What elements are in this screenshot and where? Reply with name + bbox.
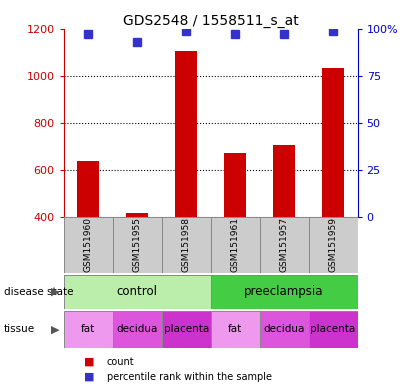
Bar	[126, 214, 148, 217]
Text: GSM151959: GSM151959	[328, 217, 337, 272]
FancyBboxPatch shape	[64, 311, 113, 348]
Text: ▶: ▶	[51, 324, 60, 334]
FancyBboxPatch shape	[64, 217, 113, 273]
FancyBboxPatch shape	[211, 217, 260, 273]
Bar	[322, 68, 344, 217]
FancyBboxPatch shape	[309, 311, 358, 348]
Text: ■: ■	[84, 372, 95, 382]
Text: preeclampsia: preeclampsia	[245, 285, 324, 298]
FancyBboxPatch shape	[260, 311, 309, 348]
Text: GSM151957: GSM151957	[279, 217, 289, 272]
FancyBboxPatch shape	[113, 311, 162, 348]
FancyBboxPatch shape	[210, 275, 358, 309]
Bar	[224, 154, 246, 217]
Text: GSM151960: GSM151960	[84, 217, 93, 272]
Text: decidua: decidua	[116, 324, 158, 334]
Text: placenta: placenta	[310, 324, 356, 334]
Text: GSM151961: GSM151961	[231, 217, 240, 272]
Text: decidua: decidua	[263, 324, 305, 334]
FancyBboxPatch shape	[260, 217, 309, 273]
FancyBboxPatch shape	[162, 311, 210, 348]
FancyBboxPatch shape	[309, 217, 358, 273]
FancyBboxPatch shape	[64, 275, 210, 309]
Text: disease state: disease state	[4, 287, 74, 297]
Title: GDS2548 / 1558511_s_at: GDS2548 / 1558511_s_at	[123, 14, 298, 28]
Bar	[175, 51, 197, 217]
Text: control: control	[117, 285, 158, 298]
Text: fat: fat	[228, 324, 242, 334]
Text: percentile rank within the sample: percentile rank within the sample	[107, 372, 272, 382]
Bar	[273, 145, 295, 217]
FancyBboxPatch shape	[113, 217, 162, 273]
Text: count: count	[107, 357, 134, 367]
Text: GSM151955: GSM151955	[133, 217, 142, 272]
Bar	[77, 161, 99, 217]
Text: fat: fat	[81, 324, 95, 334]
Text: tissue: tissue	[4, 324, 35, 334]
FancyBboxPatch shape	[162, 217, 211, 273]
Text: ■: ■	[84, 357, 95, 367]
FancyBboxPatch shape	[210, 311, 260, 348]
Text: ▶: ▶	[51, 287, 60, 297]
Text: placenta: placenta	[164, 324, 209, 334]
Text: GSM151958: GSM151958	[182, 217, 191, 272]
